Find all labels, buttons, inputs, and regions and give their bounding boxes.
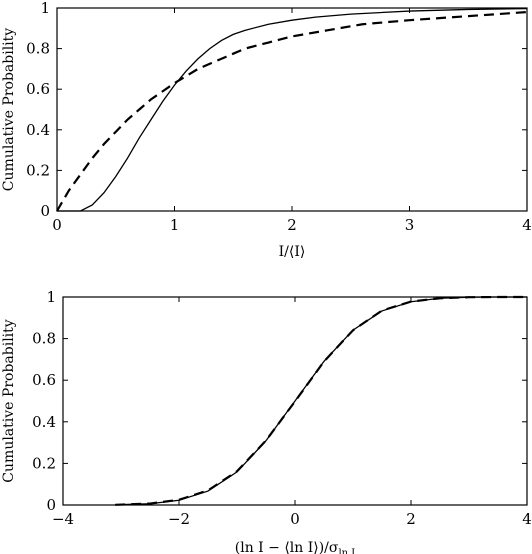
- y-tick-label: 0.6: [32, 371, 56, 389]
- x-axis-label: I/⟨I⟩: [279, 244, 306, 260]
- y-tick-label: 0.2: [26, 161, 50, 179]
- x-tick-label: 0: [52, 216, 62, 234]
- y-tick-label: 1: [40, 0, 50, 17]
- series-line-dashed: [115, 295, 527, 506]
- y-axis-label: Cumulative Probability: [1, 28, 17, 191]
- series-line-solid: [115, 296, 527, 506]
- y-tick-label: 0.4: [32, 413, 56, 431]
- y-tick-label: 0.6: [26, 80, 50, 98]
- x-tick-label: 0: [290, 510, 300, 528]
- y-tick-label: 0.8: [26, 40, 50, 58]
- x-tick-label: 3: [405, 216, 415, 234]
- x-tick-label: −2: [168, 510, 190, 528]
- y-tick-label: 1: [46, 288, 56, 306]
- y-tick-label: 0.4: [26, 121, 50, 139]
- x-axis-label: (ln I − ⟨ln I⟩)/σln I: [235, 540, 356, 554]
- y-tick-label: 0: [40, 202, 50, 220]
- y-tick-label: 0.8: [32, 330, 56, 348]
- x-tick-label: 1: [170, 216, 180, 234]
- series-line-dashed: [56, 10, 528, 212]
- y-tick-label: 0: [46, 496, 56, 514]
- x-tick-label: 2: [406, 510, 416, 528]
- x-tick-label: −4: [52, 510, 74, 528]
- chart-panel-1: 0 1 2 3 4 0 0.2 0.4 0.6 0.8 1 Cumulative Probabilit…: [1, 0, 532, 260]
- x-tick-label: 4: [522, 216, 532, 234]
- plot-frame: [56, 7, 528, 212]
- x-tick-label: 4: [522, 510, 532, 528]
- y-axis-label: Cumulative Probability: [1, 319, 17, 482]
- chart-panel-2: −4 −2 0 2 4 0 0.2 0.4 0.6 0.8 1 Cumulative Probabil…: [1, 288, 532, 554]
- series-line-solid: [57, 7, 528, 212]
- y-tick-label: 0.2: [32, 454, 56, 472]
- x-tick-label: 2: [287, 216, 297, 234]
